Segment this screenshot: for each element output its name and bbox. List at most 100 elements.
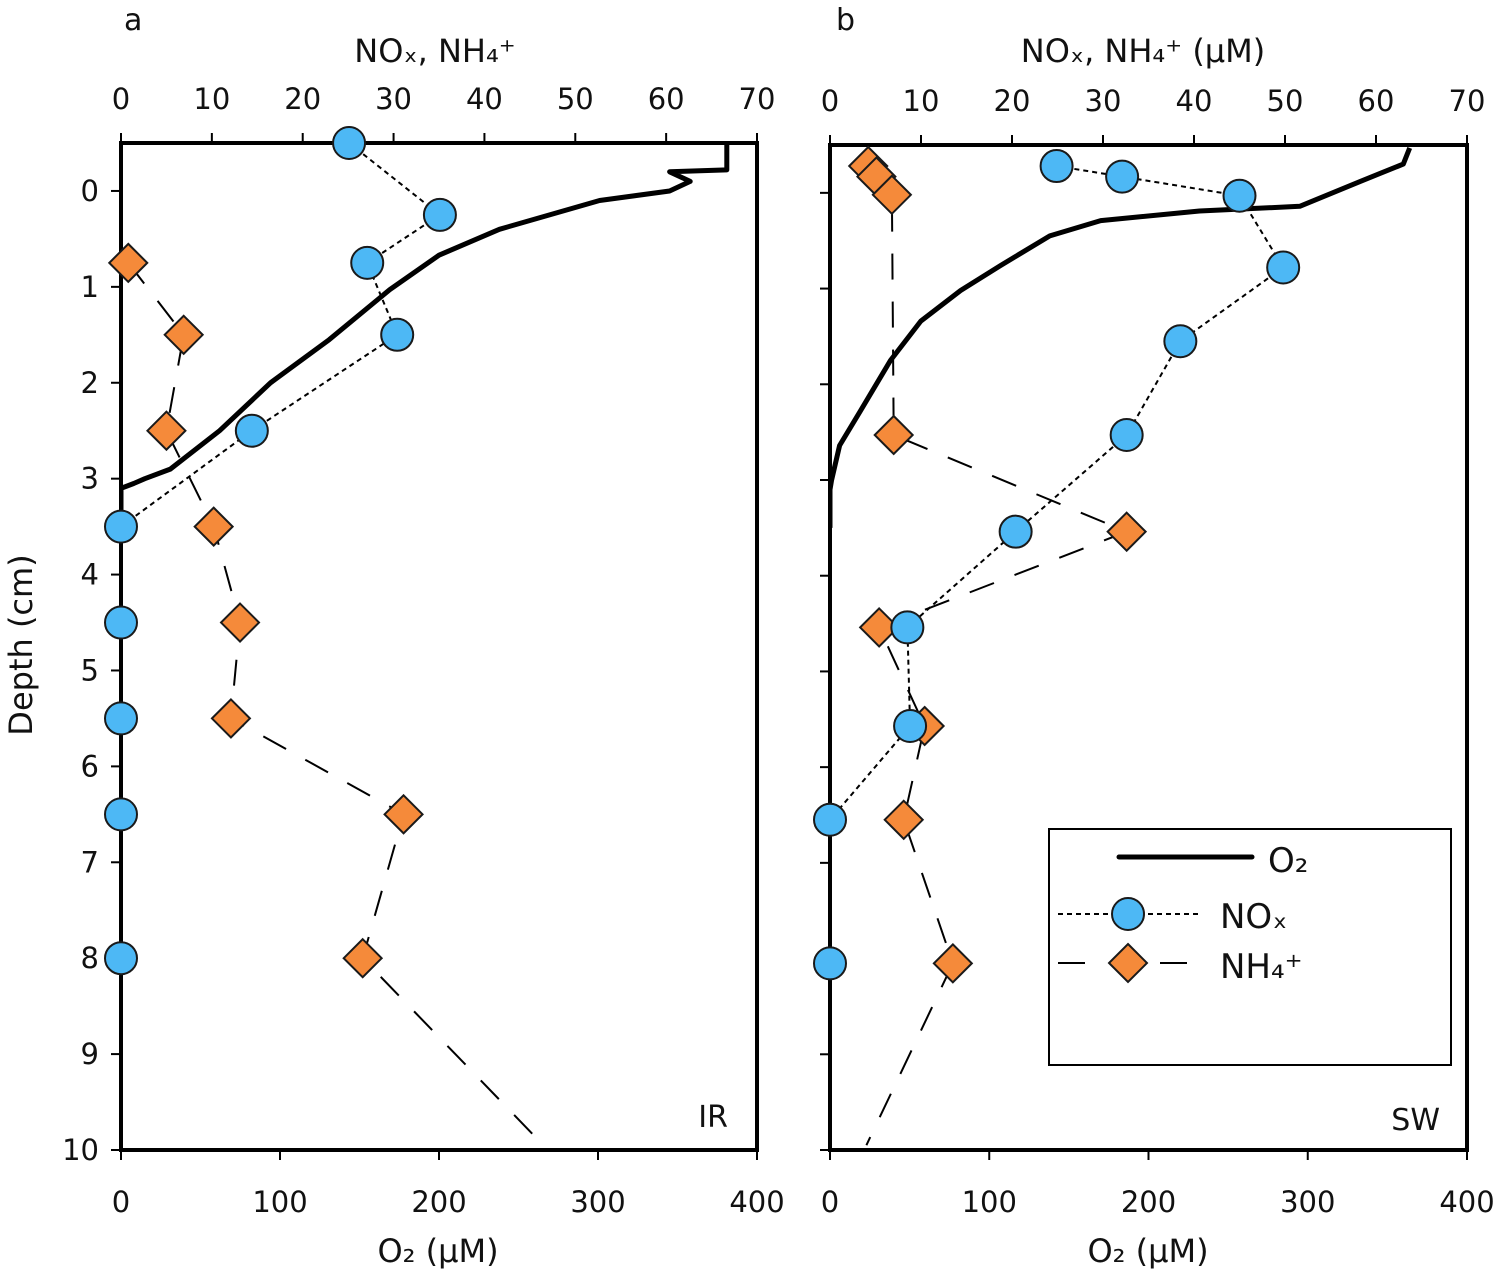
legend-box [1048, 828, 1452, 1066]
marker-layer [104, 126, 457, 979]
nox-point [1222, 178, 1257, 213]
site-label-ir: IR [698, 1100, 728, 1135]
y-tick-label: 9 [81, 1037, 99, 1071]
legend-nox-marker [1111, 897, 1145, 931]
bottom-tick-label: 300 [1280, 1185, 1335, 1219]
bottom-tick-label: 300 [570, 1185, 625, 1219]
nh4-point [1106, 511, 1148, 553]
top-tick-label: 20 [284, 82, 321, 116]
series-line-nox [121, 143, 442, 959]
bottom-axis-title-b: O₂ (μM) [1087, 1232, 1208, 1270]
y-axis-title: Depth (cm) [2, 554, 40, 735]
nox-point [422, 197, 457, 232]
top-tick-label: 70 [1449, 84, 1486, 118]
plot-area: 0 10 20 30 40 50 60 70 0 100 200 300 400 [813, 84, 1495, 1219]
top-tick-label: 60 [648, 82, 685, 116]
top-tick-label: 30 [375, 82, 412, 116]
top-tick-label: 0 [821, 84, 839, 118]
plot-frame [119, 141, 759, 1152]
nox-point [893, 708, 928, 743]
top-axis-title-a: NOₓ, NH₄⁺ [354, 32, 515, 70]
nox-point [104, 941, 138, 976]
nh4-point [873, 414, 915, 456]
nh4-point [219, 602, 261, 643]
nox-point [1163, 324, 1198, 359]
nox-point [104, 701, 138, 736]
nh4-point [383, 793, 424, 835]
nh4-point [210, 698, 252, 739]
bottom-axis-title-a: O₂ (μM) [377, 1232, 498, 1270]
series-line-o2 [830, 146, 1413, 528]
nh4-point [932, 942, 974, 984]
top-tick-label: 0 [112, 82, 130, 116]
nh4-point [342, 937, 384, 979]
series-line-o2 [121, 143, 730, 527]
nox-point [998, 514, 1033, 549]
y-tick-label: 8 [81, 941, 99, 975]
bottom-tick-label: 200 [411, 1185, 466, 1219]
nox-point [234, 413, 269, 448]
top-tick-label: 70 [739, 82, 776, 116]
nox-point [1266, 250, 1301, 285]
nox-point [1105, 159, 1140, 194]
legend-o2-label: O₂ [1268, 841, 1308, 881]
top-tick-label: 40 [466, 82, 503, 116]
site-label-sw: SW [1391, 1103, 1440, 1138]
nh4-point [193, 506, 235, 548]
nox-point [104, 509, 138, 544]
nox-point [890, 610, 925, 645]
top-tick-label: 50 [1267, 84, 1304, 118]
panel-a: a NOₓ, NH₄⁺ O₂ (μM) Depth (cm) IR 0 1 2 3 4 5… [2, 3, 785, 1270]
nox-point [813, 802, 847, 837]
y-tick-label: 10 [62, 1133, 99, 1167]
nh4-point [871, 174, 913, 216]
series-layer [121, 143, 730, 1150]
y-tick-label: 4 [81, 558, 99, 592]
y-tick-label: 7 [81, 845, 99, 879]
nox-point [1039, 149, 1074, 184]
bottom-tick-label: 100 [962, 1185, 1017, 1219]
top-tick-label: 10 [903, 84, 940, 118]
top-axis-title-b: NOₓ, NH₄⁺ (μM) [1021, 32, 1266, 70]
y-tick-label: 3 [81, 462, 99, 496]
bottom-tick-label: 200 [1121, 1185, 1176, 1219]
nox-point [350, 245, 385, 280]
y-tick-label: 6 [81, 749, 99, 783]
marker-layer [813, 145, 1301, 984]
nh4-point [107, 242, 149, 284]
y-tick-label: 1 [81, 270, 99, 304]
bottom-tick-label: 0 [112, 1185, 130, 1219]
legend-nh4-marker [1107, 942, 1149, 984]
top-tick-label: 30 [1085, 84, 1122, 118]
legend-nh4-label: NH₄⁺ [1220, 947, 1303, 987]
y-tick-label: 2 [81, 366, 99, 400]
nox-point [104, 605, 138, 640]
panel-label-a: a [124, 3, 142, 38]
legend-nox-label: NOₓ [1220, 897, 1287, 937]
panel-label-b: b [836, 3, 855, 38]
nh4-point [146, 410, 187, 452]
nh4-point [883, 799, 925, 841]
top-tick-label: 10 [193, 82, 230, 116]
top-tick-label: 40 [1176, 84, 1213, 118]
bottom-tick-label: 0 [821, 1185, 839, 1219]
bottom-tick-label: 100 [252, 1185, 307, 1219]
series-line-nox [830, 165, 1285, 964]
nox-point [1109, 418, 1144, 453]
top-tick-label: 60 [1358, 84, 1395, 118]
series-line-nh4 [127, 262, 549, 1150]
nh4-point [163, 314, 205, 356]
bottom-tick-label: 400 [729, 1185, 784, 1219]
y-tick-label: 5 [81, 653, 99, 687]
panel-b: b NOₓ, NH₄⁺ (μM) O₂ (μM) SW 0 10 20 30 40 50 6… [813, 3, 1495, 1270]
nox-point [104, 797, 138, 832]
nox-point [813, 946, 847, 981]
top-tick-label: 50 [557, 82, 594, 116]
nox-point [380, 317, 415, 352]
y-tick-label: 0 [81, 174, 99, 208]
nox-point [332, 126, 367, 160]
legend: O₂ NOₓ NH₄⁺ [1048, 828, 1452, 1066]
bottom-tick-label: 400 [1439, 1185, 1494, 1219]
